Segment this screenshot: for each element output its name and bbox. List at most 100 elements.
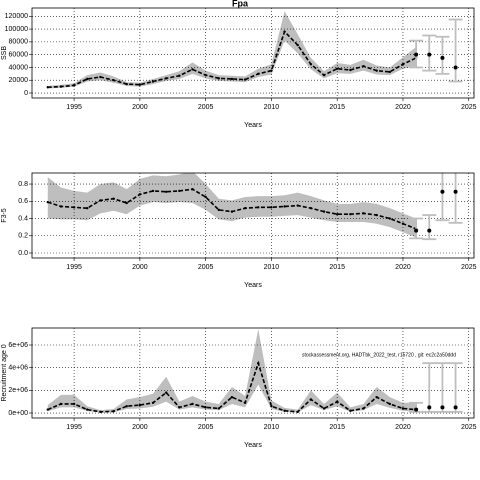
y-tick-label: 0.2 bbox=[18, 233, 28, 240]
point bbox=[138, 193, 142, 196]
plot-frame bbox=[31, 172, 475, 259]
point bbox=[191, 68, 194, 71]
x-tick-label: 2020 bbox=[395, 264, 411, 271]
x-tick-label: 2005 bbox=[198, 104, 214, 111]
point bbox=[46, 86, 49, 89]
x-axis-label: Years bbox=[244, 282, 262, 289]
plot-area bbox=[32, 328, 474, 418]
point bbox=[99, 199, 102, 202]
estimate-line bbox=[47, 360, 417, 413]
point bbox=[164, 77, 168, 80]
point bbox=[230, 77, 234, 81]
x-tick-label: 2005 bbox=[198, 424, 214, 431]
point bbox=[257, 72, 260, 76]
point bbox=[270, 69, 273, 72]
projection-point bbox=[427, 228, 432, 233]
point bbox=[375, 395, 378, 399]
y-tick-label: 60000 bbox=[9, 52, 29, 59]
point bbox=[243, 78, 247, 81]
x-tick-label: 2005 bbox=[198, 264, 214, 271]
point bbox=[322, 73, 326, 77]
point bbox=[401, 63, 405, 66]
x-tick-label: 2010 bbox=[264, 424, 280, 431]
point bbox=[230, 210, 234, 213]
point bbox=[191, 188, 194, 191]
x-axis-label: Years bbox=[244, 442, 262, 449]
point bbox=[309, 206, 313, 210]
point bbox=[243, 401, 247, 405]
point bbox=[349, 68, 352, 72]
point bbox=[151, 401, 155, 405]
point bbox=[375, 213, 378, 217]
point bbox=[164, 190, 168, 193]
point bbox=[151, 80, 155, 83]
point bbox=[283, 409, 286, 412]
point bbox=[59, 205, 63, 208]
y-tick-label: 2e+06 bbox=[8, 387, 28, 394]
point bbox=[72, 84, 76, 87]
projection-point bbox=[414, 52, 419, 57]
projection-point bbox=[427, 405, 432, 410]
x-tick-label: 2025 bbox=[461, 424, 477, 431]
point bbox=[257, 361, 260, 365]
point bbox=[178, 406, 181, 409]
point bbox=[99, 75, 102, 79]
point bbox=[178, 189, 181, 193]
point bbox=[270, 405, 273, 408]
point bbox=[217, 77, 220, 80]
projection-point bbox=[427, 52, 432, 57]
y-tick-label: 0 bbox=[24, 90, 28, 97]
x-tick-label: 2000 bbox=[132, 424, 148, 431]
y-tick-label: 6e+06 bbox=[8, 342, 28, 349]
point bbox=[86, 206, 89, 210]
point bbox=[388, 70, 392, 74]
point bbox=[112, 197, 115, 200]
projection-point bbox=[414, 407, 419, 412]
x-tick-label: 2010 bbox=[264, 104, 280, 111]
y-tick-label: 0e+00 bbox=[8, 410, 28, 417]
projection-point bbox=[440, 55, 445, 60]
x-tick-label: 2000 bbox=[132, 104, 148, 111]
point bbox=[204, 406, 207, 409]
x-axis-label: Years bbox=[244, 122, 262, 129]
point bbox=[46, 408, 49, 411]
y-tick-label: 80000 bbox=[9, 39, 29, 46]
point bbox=[362, 212, 365, 215]
point bbox=[99, 410, 102, 414]
plot-area bbox=[32, 173, 474, 258]
x-tick-label: 2025 bbox=[461, 104, 477, 111]
point bbox=[112, 79, 115, 82]
point bbox=[349, 409, 352, 412]
y-tick-label: 4e+06 bbox=[8, 365, 28, 372]
point bbox=[309, 398, 313, 401]
point bbox=[270, 206, 273, 209]
y-axis-label: F3-5 bbox=[1, 208, 8, 223]
projection-point bbox=[440, 405, 445, 410]
projection-point bbox=[453, 405, 458, 410]
point bbox=[46, 200, 49, 204]
confidence-band bbox=[47, 329, 417, 413]
point bbox=[335, 400, 339, 403]
x-tick-label: 2025 bbox=[461, 264, 477, 271]
y-tick-label: 120000 bbox=[5, 13, 28, 20]
point bbox=[112, 410, 115, 413]
y-tick-label: 20000 bbox=[9, 77, 29, 84]
point bbox=[401, 222, 405, 225]
x-tick-label: 1995 bbox=[66, 104, 82, 111]
point bbox=[204, 73, 207, 77]
plot-area bbox=[32, 8, 474, 98]
estimate-line bbox=[47, 30, 417, 89]
projection-point bbox=[453, 189, 458, 194]
point bbox=[72, 206, 76, 209]
y-tick-label: 40000 bbox=[9, 64, 29, 71]
x-tick-label: 2020 bbox=[395, 424, 411, 431]
y-tick-label: 0.4 bbox=[18, 215, 28, 222]
point bbox=[335, 213, 339, 216]
point bbox=[283, 205, 286, 208]
point bbox=[375, 69, 378, 72]
x-tick-label: 2020 bbox=[395, 104, 411, 111]
point bbox=[296, 43, 299, 47]
point bbox=[296, 410, 299, 414]
